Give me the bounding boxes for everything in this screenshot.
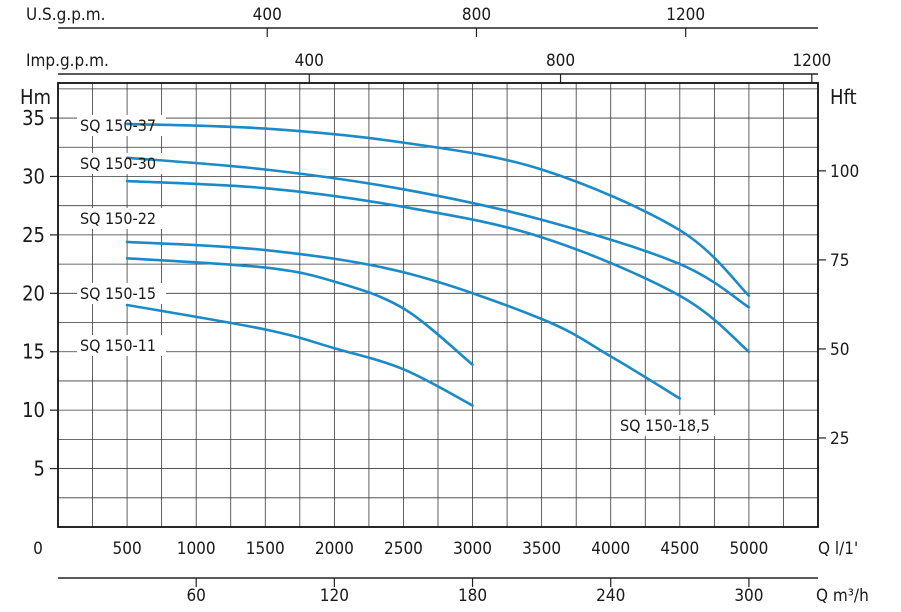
m3h-tick-label: 120	[320, 586, 349, 606]
curve-label-background	[617, 415, 724, 436]
curve-sq-150-22	[125, 179, 751, 353]
y-left-tick-label: 10	[22, 398, 45, 422]
curve-sq-150-11	[125, 303, 474, 407]
curve-label: SQ 150-30	[80, 154, 156, 173]
x-tick-label: 4500	[660, 539, 699, 559]
x-tick-label: 2000	[315, 539, 354, 559]
y-left-tick-label: 20	[22, 281, 45, 305]
y-left-tick-label: 30	[22, 164, 45, 188]
x-tick-label: 1000	[177, 539, 216, 559]
x-tick-label: 2500	[384, 539, 423, 559]
y-left-tick-label: 35	[22, 106, 45, 130]
curve-label-background	[77, 208, 166, 229]
m3h-tick-label: 60	[186, 586, 205, 606]
m3h-tick-label: 300	[734, 586, 763, 606]
y-right-unit-label: Hft	[830, 85, 857, 109]
curve-label: SQ 150-15	[80, 284, 156, 303]
y-left-tick-label: 5	[34, 457, 45, 481]
impgpm-axis-label: Imp.g.p.m.	[26, 51, 109, 71]
x-tick-label: 500	[112, 539, 141, 559]
y-right-tick-label: 100	[830, 162, 859, 182]
curve-sq-150-37	[125, 122, 751, 297]
curve-label: SQ 150-22	[80, 209, 156, 228]
x-tick-label: 4000	[591, 539, 630, 559]
y-left-tick-label: 25	[22, 223, 45, 247]
y-right-tick-label: 25	[830, 429, 849, 449]
y-left-tick-label: 15	[22, 340, 45, 364]
x-unit-label: Q l/1'	[818, 539, 858, 559]
curve-label: SQ 150-37	[80, 116, 156, 135]
curve-label-background	[77, 115, 166, 136]
plot-frame	[57, 82, 819, 528]
curve-sq-150-30	[125, 156, 751, 309]
curve-label: SQ 150-11	[80, 336, 156, 355]
x-tick-label: 3500	[522, 539, 561, 559]
m3h-unit-label: Q m³/h	[816, 586, 869, 606]
impgpm-tick-label: 800	[546, 51, 575, 71]
m3h-tick-label: 180	[458, 586, 487, 606]
x-tick-label: 1500	[246, 539, 285, 559]
curve-label-background	[77, 283, 166, 304]
y-right-tick-label: 75	[830, 251, 849, 271]
y-left-unit-label: Hm	[20, 85, 51, 109]
curve-sq-150-15	[125, 257, 474, 366]
x-tick-label: 5000	[729, 539, 768, 559]
y-right-tick-label: 50	[830, 340, 849, 360]
usgpm-tick-label: 800	[462, 5, 491, 25]
x-tick-label: 3000	[453, 539, 492, 559]
curve-sq-150-18-5	[125, 240, 682, 400]
usgpm-axis-label: U.S.g.p.m.	[26, 5, 106, 25]
curve-label-background	[77, 335, 166, 356]
m3h-tick-label: 240	[596, 586, 625, 606]
impgpm-tick-label: 400	[295, 51, 324, 71]
curve-label: SQ 150-18,5	[620, 416, 710, 435]
usgpm-tick-label: 400	[253, 5, 282, 25]
impgpm-tick-label: 1200	[792, 51, 831, 71]
x-tick-label: 0	[33, 539, 43, 559]
usgpm-tick-label: 1200	[666, 5, 705, 25]
